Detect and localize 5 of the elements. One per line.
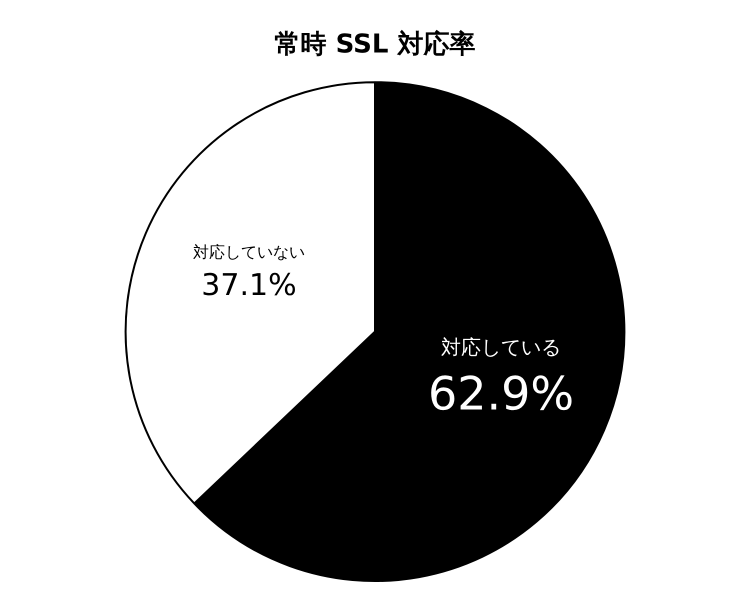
slice-label: 対応している bbox=[441, 335, 562, 360]
chart-title: 常時 SSL 対応率 bbox=[274, 29, 476, 60]
data-label: 62.9% bbox=[428, 366, 574, 421]
data-label: 37.1% bbox=[201, 268, 297, 303]
slice-label: 対応していない bbox=[192, 242, 305, 262]
